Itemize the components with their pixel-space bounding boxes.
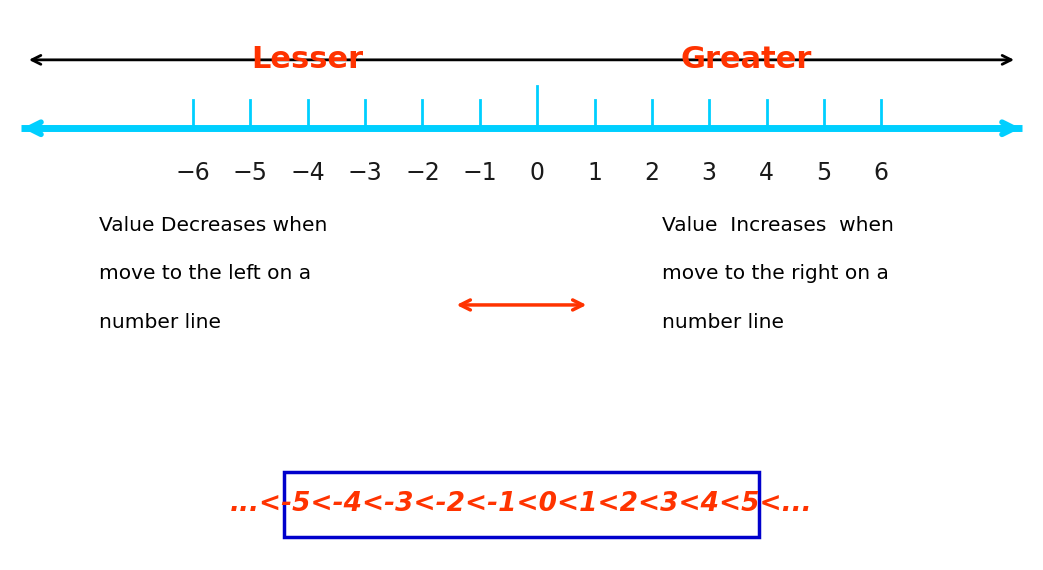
Text: −3: −3	[347, 161, 383, 185]
Text: 3: 3	[702, 161, 717, 185]
Text: −1: −1	[462, 161, 498, 185]
Text: 1: 1	[587, 161, 602, 185]
Text: Lesser: Lesser	[251, 46, 364, 74]
Text: −4: −4	[290, 161, 325, 185]
Text: 2: 2	[645, 161, 659, 185]
Text: 6: 6	[874, 161, 889, 185]
Text: −2: −2	[405, 161, 440, 185]
Bar	[284, 471, 759, 537]
Text: Value  Increases  when: Value Increases when	[662, 215, 894, 235]
Text: 4: 4	[759, 161, 774, 185]
Text: number line: number line	[99, 312, 221, 332]
Text: −6: −6	[175, 161, 211, 185]
Text: number line: number line	[662, 312, 784, 332]
Text: −5: −5	[233, 161, 268, 185]
Text: 0: 0	[530, 161, 544, 185]
Text: Value Decreases when: Value Decreases when	[99, 215, 328, 235]
Text: Greater: Greater	[680, 46, 811, 74]
Text: move to the right on a: move to the right on a	[662, 264, 890, 283]
Text: move to the left on a: move to the left on a	[99, 264, 311, 283]
Text: 5: 5	[817, 161, 831, 185]
Text: ...<-5<-4<-3<-2<-1<0<1<2<3<4<5<...: ...<-5<-4<-3<-2<-1<0<1<2<3<4<5<...	[231, 491, 812, 518]
